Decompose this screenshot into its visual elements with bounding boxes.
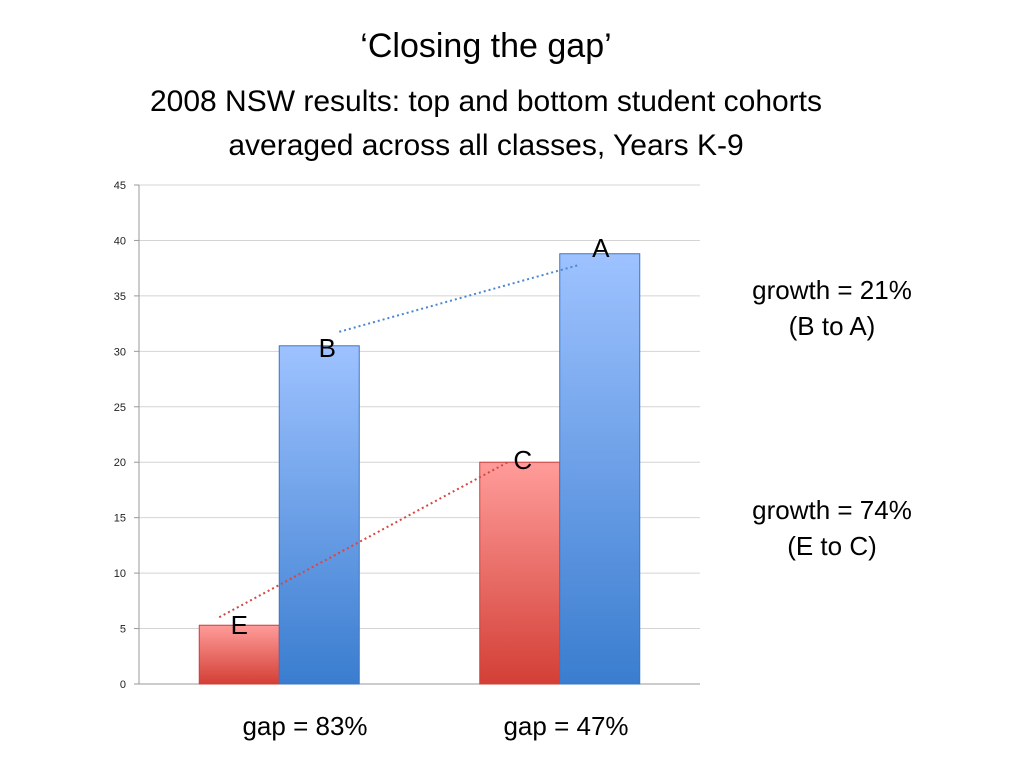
bar-series-2-category-2: [559, 253, 641, 685]
point-label-a: A: [592, 233, 610, 263]
point-label-b: B: [319, 333, 336, 363]
growth-note-bottom: growth = 74% (E to C): [702, 492, 962, 564]
y-tick-label: 5: [120, 624, 126, 636]
point-label-c: C: [513, 445, 532, 475]
gap-label-2: gap = 47%: [503, 711, 629, 741]
growth-bottom-line-2: (E to C): [787, 531, 877, 561]
chart-subtitle: 2008 NSW results: top and bottom student…: [0, 80, 972, 168]
chart-title: ‘Closing the gap’: [360, 27, 612, 65]
y-tick-label: 30: [114, 346, 126, 358]
y-tick-label: 40: [114, 235, 126, 247]
gap-label-1: gap = 83%: [242, 711, 368, 741]
y-tick-label: 10: [114, 568, 126, 580]
bar-series-1-category-2: [479, 461, 561, 685]
point-label-e: E: [231, 610, 248, 640]
connector-b-to-a: [338, 263, 581, 333]
subtitle-line-1: 2008 NSW results: top and bottom student…: [149, 85, 823, 118]
y-tick-label: 35: [114, 291, 126, 303]
bar-series-2-category-1: [278, 345, 360, 685]
y-tick-label: 0: [120, 679, 126, 691]
connector-e-to-c: [218, 461, 509, 619]
y-tick-label: 15: [114, 513, 126, 525]
bar-series-1-category-1: [198, 624, 280, 685]
growth-top-line-2: (B to A): [788, 311, 876, 341]
y-tick-label: 20: [114, 457, 126, 469]
growth-note-top: growth = 21% (B to A): [702, 272, 962, 344]
y-tick-label: 25: [114, 402, 126, 414]
y-tick-label: 45: [114, 180, 126, 192]
growth-bottom-line-1: growth = 74%: [752, 495, 912, 525]
growth-top-line-1: growth = 21%: [752, 275, 912, 305]
subtitle-line-2: averaged across all classes, Years K-9: [228, 129, 744, 162]
